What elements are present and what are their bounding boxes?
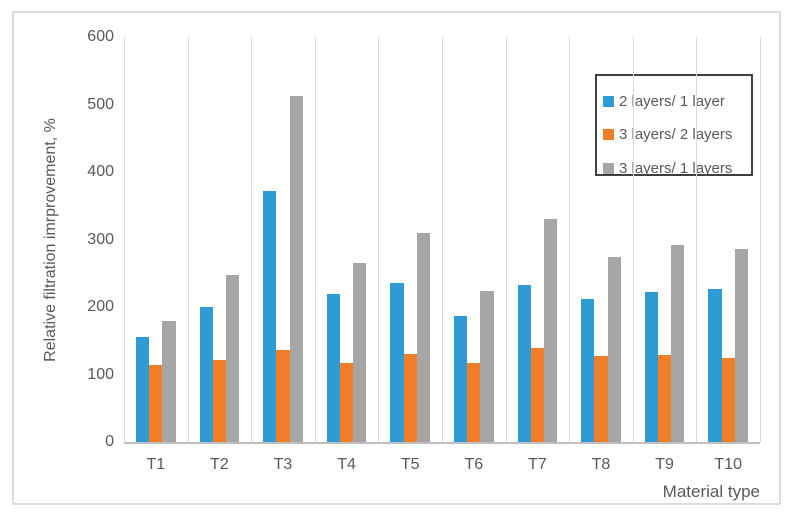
bar-T3-series-1 <box>263 190 277 442</box>
category-boundary-gridline <box>251 37 253 442</box>
bar-T5-series-3 <box>416 232 430 442</box>
x-axis-tick-label: T7 <box>528 456 547 473</box>
y-axis-tick-label: 600 <box>87 28 114 45</box>
bar-T6-series-2 <box>467 363 481 442</box>
bar-T9-series-1 <box>644 292 658 442</box>
bar-T5-series-2 <box>403 354 417 442</box>
bar-T7-series-2 <box>530 347 544 442</box>
x-axis-tick-label: T5 <box>400 456 420 473</box>
y-axis-tick-label: 500 <box>87 95 114 113</box>
bar-T9-series-2 <box>658 354 672 442</box>
x-axis-tick-label: T6 <box>464 456 484 473</box>
bar-T6-series-1 <box>454 315 468 442</box>
bar-T2-series-2 <box>212 359 226 442</box>
y-axis-tick-label: 0 <box>105 433 114 450</box>
legend-item-1: 2 layers/ 1 layer <box>597 92 751 110</box>
bar-T3-series-2 <box>276 349 290 442</box>
legend-item-3: 3 layers/ 1 layers <box>597 159 751 177</box>
bar-T2-series-3 <box>226 274 240 442</box>
legend-label: 3 layers/ 1 layers <box>619 159 733 177</box>
category-boundary-gridline <box>378 37 380 442</box>
legend-swatch-icon <box>603 95 614 107</box>
category-boundary-gridline <box>696 37 698 442</box>
legend-swatch-icon <box>603 129 614 140</box>
y-axis-tick-label: 100 <box>87 365 114 383</box>
bar-T7-series-3 <box>544 219 558 442</box>
bar-T8-series-1 <box>581 298 595 442</box>
x-axis-tick-label: T10 <box>714 456 742 473</box>
y-axis-tick-label: 400 <box>87 163 114 180</box>
x-axis-tick-label: T8 <box>591 456 611 473</box>
bar-T5-series-1 <box>390 283 404 442</box>
category-boundary-gridline <box>632 37 634 442</box>
bar-T1-series-2 <box>149 365 163 442</box>
legend-swatch-icon <box>603 162 614 174</box>
bar-T9-series-3 <box>671 244 685 442</box>
bar-T1-series-1 <box>136 337 150 442</box>
bar-T10-series-3 <box>734 248 748 442</box>
legend-item-2: 3 layers/ 2 layers <box>597 126 751 144</box>
bar-T4-series-1 <box>326 293 340 442</box>
x-axis-title: Material type <box>662 482 760 501</box>
bar-T1-series-3 <box>162 320 176 442</box>
category-boundary-gridline <box>442 37 443 442</box>
legend-label: 2 layers/ 1 layer <box>619 92 725 110</box>
bar-T4-series-2 <box>340 363 354 442</box>
category-boundary-gridline <box>505 37 507 442</box>
x-axis-tick-label: T1 <box>146 456 166 473</box>
category-boundary-gridline <box>760 37 761 442</box>
y-axis-tick-label: 200 <box>87 298 114 315</box>
x-axis-tick-label: T9 <box>655 456 674 473</box>
bar-T10-series-1 <box>708 288 722 442</box>
bar-T2-series-1 <box>199 307 213 442</box>
bar-T3-series-3 <box>289 95 303 442</box>
category-boundary-gridline <box>124 37 125 442</box>
legend: 2 layers/ 1 layer 3 layers/ 2 layers 3 lay… <box>595 74 753 177</box>
category-boundary-gridline <box>569 37 571 442</box>
y-axis-tick-label: 300 <box>87 230 114 248</box>
x-axis-tick-label: T2 <box>210 456 229 473</box>
category-boundary-gridline <box>187 37 189 442</box>
category-boundary-gridline <box>314 37 316 442</box>
bar-T7-series-1 <box>517 285 531 442</box>
x-axis-tick-label: T3 <box>273 456 293 473</box>
legend-label: 3 layers/ 2 layers <box>619 126 733 143</box>
x-axis-tick-label: T4 <box>337 456 356 473</box>
bar-T4-series-3 <box>353 263 367 442</box>
bar-chart-figure: Relative filtration imrprovement, % Mate… <box>12 11 781 505</box>
bar-T10-series-2 <box>721 357 735 442</box>
x-axis-line <box>124 442 760 444</box>
bar-T8-series-2 <box>594 356 608 442</box>
bar-T8-series-3 <box>607 257 621 442</box>
bar-T6-series-3 <box>480 290 494 442</box>
